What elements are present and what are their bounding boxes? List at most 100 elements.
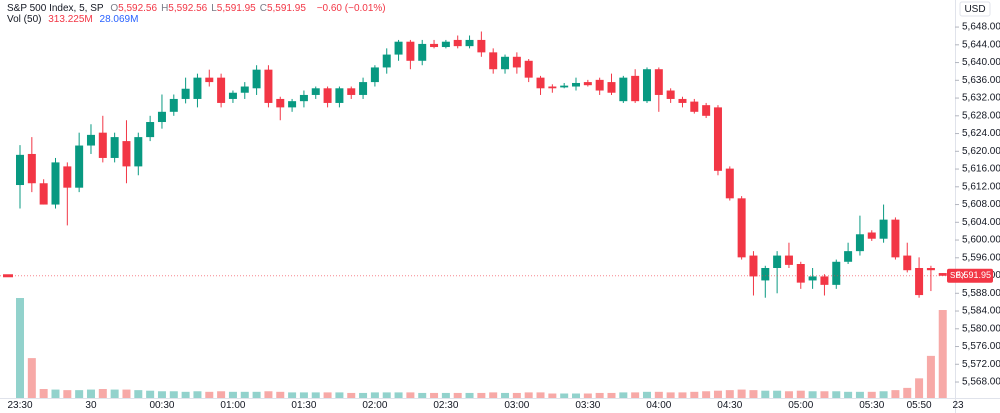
candle-body xyxy=(690,101,699,112)
volume-bar xyxy=(169,391,178,398)
price-symbol: SPX xyxy=(950,271,967,280)
volume-bar xyxy=(938,310,947,398)
candle-body xyxy=(761,267,770,281)
candle-body xyxy=(122,141,131,167)
volume-bar xyxy=(548,393,557,398)
volume-bar xyxy=(536,392,545,398)
candle-body xyxy=(607,82,616,93)
candle-body xyxy=(784,255,793,265)
candle-body xyxy=(666,90,675,99)
volume-bar xyxy=(394,392,403,398)
volume-bar xyxy=(418,392,427,398)
volume-bar xyxy=(382,392,391,398)
candle-body xyxy=(430,43,439,48)
volume-bar xyxy=(702,391,711,398)
y-tick-label: 5,616.00 xyxy=(962,164,1000,175)
y-tick-label: 5,600.00 xyxy=(962,235,1000,246)
volume-bar xyxy=(75,390,84,398)
legend-volume: Vol (50) 313.225M 28.069M xyxy=(7,14,142,25)
x-tick-label: 23:30 xyxy=(7,400,32,411)
volume-bar xyxy=(690,391,699,398)
ohlc-key: C xyxy=(259,3,267,14)
y-tick-label: 5,612.00 xyxy=(962,181,1000,192)
volume-bar xyxy=(252,391,261,398)
volume-bar xyxy=(134,390,143,398)
x-tick-label: 05:50 xyxy=(907,400,932,411)
candle-body xyxy=(572,82,581,87)
volume-bar xyxy=(110,389,119,398)
change: −0.60 (−0.01%) xyxy=(316,3,386,14)
candle-body xyxy=(855,234,864,252)
volume-bar xyxy=(642,391,651,398)
volume-bar xyxy=(477,392,486,398)
currency-box[interactable] xyxy=(959,1,991,17)
candle-body xyxy=(844,251,853,262)
volume-bar xyxy=(832,391,841,398)
candle-body xyxy=(51,162,60,205)
ohlc-key: O xyxy=(110,3,119,14)
volume-bar xyxy=(654,391,663,398)
volume-bar xyxy=(276,391,285,398)
currency: USD xyxy=(964,4,985,15)
x-tick-label: 04:30 xyxy=(717,400,742,411)
volume-bar xyxy=(86,389,95,398)
volume-bar xyxy=(430,392,439,398)
candle-body xyxy=(86,134,95,146)
volume-bar xyxy=(607,392,616,398)
y-tick-label: 5,572.00 xyxy=(962,359,1000,370)
volume-bar xyxy=(181,391,190,398)
volume-bar xyxy=(51,389,60,398)
y-tick-label: 5,620.00 xyxy=(962,146,1000,157)
candle-body xyxy=(63,166,72,188)
candle-body xyxy=(418,43,427,61)
volume-bar xyxy=(891,390,900,398)
volume-bar xyxy=(370,392,379,398)
candle-body xyxy=(394,41,403,55)
volume-bar xyxy=(122,389,131,398)
volume-bar xyxy=(879,391,888,398)
volume-bar xyxy=(903,387,912,398)
candle-body xyxy=(808,276,817,281)
y-tick-label: 5,604.00 xyxy=(962,217,1000,228)
x-tick-label: 23 xyxy=(952,400,964,411)
volume-bar xyxy=(808,391,817,398)
candle-body xyxy=(181,88,190,99)
y-tick-label: 5,568.00 xyxy=(962,377,1000,388)
volume-value: 313.225M xyxy=(48,14,93,25)
candle-body xyxy=(27,153,36,184)
y-tick-label: 5,648.00 xyxy=(962,22,1000,33)
volume-bar xyxy=(619,392,628,398)
ohlc-value: 5,591.95 xyxy=(266,3,306,14)
volume-bar xyxy=(16,298,24,398)
x-tick-label: 05:00 xyxy=(788,400,813,411)
candle-body xyxy=(654,69,663,95)
candle-body xyxy=(713,107,722,171)
volume-bar xyxy=(323,392,332,398)
y-tick-label: 5,576.00 xyxy=(962,341,1000,352)
volume-bar xyxy=(725,390,734,398)
y-tick-label: 5,596.00 xyxy=(962,252,1000,263)
candle-body xyxy=(252,69,261,89)
candle-body xyxy=(796,264,805,283)
legend-main: S&P 500 Index, 5, SP O5,592.56 H5,592.56 L… xyxy=(7,3,390,14)
x-tick-label: 30 xyxy=(85,400,97,411)
candle-body xyxy=(737,198,746,258)
candle-body xyxy=(702,105,711,116)
volume-bar xyxy=(63,390,72,398)
candle-body xyxy=(891,219,900,258)
volume-bar xyxy=(228,391,237,398)
volume-bar xyxy=(784,391,793,398)
volume-bar xyxy=(157,391,166,398)
candle-body xyxy=(879,219,888,239)
volume-bar xyxy=(915,378,924,398)
volume-bar xyxy=(441,392,450,398)
y-tick-label: 5,644.00 xyxy=(962,39,1000,50)
candle-body xyxy=(832,261,841,285)
volume-bar xyxy=(453,392,462,398)
ohlc: O5,592.56 H5,592.56 L5,591.95 C5,591.95 xyxy=(110,3,310,14)
candle-body xyxy=(311,88,320,95)
candle-body xyxy=(501,56,510,70)
volume-bar xyxy=(193,391,202,398)
candle-body xyxy=(926,267,935,271)
